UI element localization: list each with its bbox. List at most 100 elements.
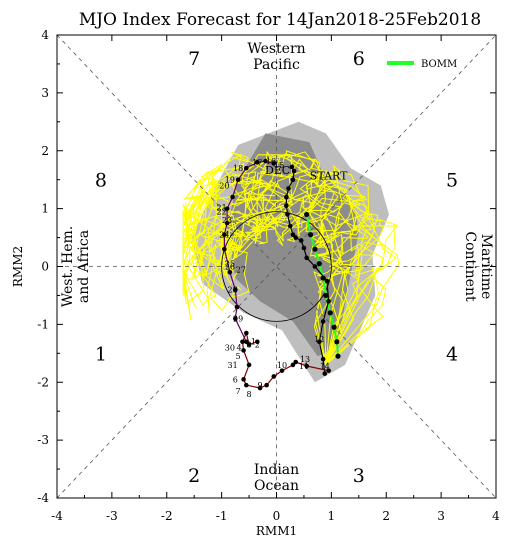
series-2-label-12: 1 [251,338,256,347]
series-3-point-13 [263,158,268,164]
series-3-point-6 [222,232,227,237]
series-2-point-3 [290,362,296,368]
series-2-point-0 [326,368,331,373]
series-2-label-1: 10 [277,361,287,370]
region-label-right-line1: Maritime [478,234,494,300]
series-2-label-6: 31 [228,361,238,370]
series-1-point-4 [326,298,331,304]
region-label-left-line2: and Africa [76,230,92,303]
ensemble-member-17 [182,170,371,365]
series-1-point-16 [286,186,291,191]
region-label-right-line2: Continent [462,231,478,302]
x-axis-title: RMM1 [256,524,297,538]
series-1-point-19 [289,164,295,170]
series-3-label-1: 28 [228,286,238,295]
series-3-point-3 [233,287,238,292]
series-3-point-9 [230,194,235,200]
series-line-0 [305,214,339,357]
ensemble-member-8 [209,151,384,366]
y-axis-title: RMM2 [11,246,25,287]
region-label-top-line2: Pacific [253,57,300,73]
series-2-point-2 [293,359,299,365]
series-3-label-4: 25 [225,260,235,269]
series-1-point-13 [285,212,290,217]
series-2-label-4: 7 [236,387,241,396]
series-2-label-10: 3 [247,341,252,350]
series-1-point-9 [298,238,304,243]
series-2-label-7: 5 [236,352,241,361]
phase-number-3: 3 [353,465,365,487]
series-2-point-8 [244,382,249,388]
phase-number-8: 8 [95,170,107,192]
x-tick-label-4: 0 [273,509,281,523]
series-2-point-15 [254,339,260,345]
series-2-label-2: 9 [257,381,262,390]
series-2-label-9: 4 [237,344,242,353]
series-3-label-12: 17 [252,158,262,167]
series-3-point-1 [233,316,238,321]
series-0-point-3 [327,310,333,316]
diagonal-line-1 [56,34,497,499]
x-tick-label-2: -2 [161,509,173,523]
y-tick-label-2: -2 [37,375,49,389]
y-tick-label-8: 4 [41,28,49,42]
x-tick-label-5: 1 [328,509,336,523]
ensemble-member-15 [182,154,360,366]
series-0-point-7 [312,246,318,252]
legend-label-bomm: BOMM [421,59,457,70]
x-tick-label-0: -4 [51,509,63,523]
chart-title: MJO Index Forecast for 14Jan2018-25Feb20… [79,10,481,30]
series-2-point-5 [271,374,277,379]
x-tick-label-6: 2 [382,509,390,523]
series-3-point-0 [244,339,249,345]
series-1-point-14 [284,203,289,209]
series-1-label-1: 13 [300,355,310,364]
series-3-point-12 [254,160,260,165]
series-1-point-5 [324,278,330,284]
x-tick-label-3: -1 [216,509,228,523]
series-1-point-2 [317,339,322,345]
series-1-point-18 [291,168,297,174]
y-tick-label-4: 0 [41,260,49,274]
series-3-label-5: 24 [219,231,229,240]
series-3-point-10 [235,177,241,182]
phase-number-4: 4 [446,343,458,365]
series-1-point-10 [293,235,299,240]
series-3-point-8 [224,206,230,211]
series-1-point-11 [290,232,296,237]
phase-number-7: 7 [188,48,200,70]
series-3-label-14: 15 [274,161,284,170]
series-1-point-3 [320,319,326,324]
x-tick-label-8: 4 [492,509,500,523]
phase-number-5: 5 [446,170,458,192]
series-0-point-5 [320,275,326,281]
ensemble-member-16 [182,155,349,366]
series-3-point-2 [234,304,240,310]
x-tick-label-1: -3 [106,509,118,523]
series-3-label-3: 26 [225,263,235,272]
series-3-label-6: 23 [222,216,232,225]
y-tick-label-1: -3 [37,433,49,447]
series-1-point-0 [322,371,328,376]
series-1-point-17 [290,177,296,182]
series-2-point-1 [304,363,309,369]
series-2-point-6 [264,382,269,388]
region-label-top-line1: Western [247,41,305,57]
series-2-point-12 [240,339,245,345]
series-3-point-11 [244,165,249,171]
diagonal-line-2 [56,34,497,499]
x-tick-label-7: 3 [437,509,445,523]
series-2-label-3: 8 [247,390,252,399]
phase-number-1: 1 [95,343,107,365]
series-0-point-0 [335,353,341,359]
series-1-label-2: 12 [314,335,324,344]
ensemble-member-19 [193,164,397,366]
series-1-point-6 [312,264,318,269]
series-0-point-6 [316,261,322,267]
series-0-point-8 [307,232,314,238]
region-label-bottom-line1: Indian [254,462,299,478]
series-1-point-8 [301,245,307,251]
series-2-point-4 [279,368,285,373]
series-2-point-10 [246,362,252,368]
